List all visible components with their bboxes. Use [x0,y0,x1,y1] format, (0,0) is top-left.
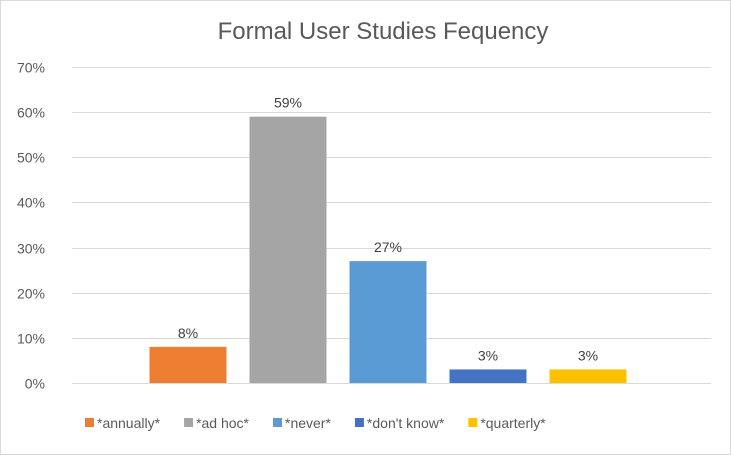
y-tick-label: 0% [25,376,45,392]
legend-swatch [354,418,364,427]
y-tick-label: 70% [17,60,45,76]
legend-label: *don't know* [367,415,445,431]
y-tick-label: 10% [17,331,45,347]
data-label: 3% [478,347,498,363]
y-tick-label: 30% [17,241,45,257]
legend-label: *ad hoc* [196,415,249,431]
legend-label: *quarterly* [480,415,546,431]
bar-0 [149,346,227,383]
legend-label: *annually* [97,415,161,431]
bar-1 [249,116,327,384]
chart-title: Formal User Studies Fequency [218,18,549,45]
legend: *annually* *ad hoc* *never* *don't know* *qu… [85,415,546,431]
legend-swatch [468,418,478,427]
data-label: 3% [578,347,598,363]
data-label: 59% [274,95,302,111]
data-label: 27% [374,239,402,255]
y-tick-label: 50% [17,150,45,166]
y-tick-label: 40% [17,195,45,211]
y-tick-label: 20% [17,286,45,302]
legend-label: *never* [285,415,331,431]
bar-2 [349,261,427,383]
y-tick-label: 60% [17,105,45,121]
data-labels: 8% 59% 27% 3% 3% [178,95,598,364]
bar-4 [549,369,627,383]
legend-swatch [184,418,194,427]
data-label: 8% [178,325,198,341]
legend-swatch [85,418,94,427]
gridlines [72,67,711,384]
legend-swatch [273,418,282,427]
bar-3 [449,369,527,383]
bars [149,116,627,384]
y-axis: 0% 10% 20% 30% 40% 50% 60% 70% [17,60,45,392]
